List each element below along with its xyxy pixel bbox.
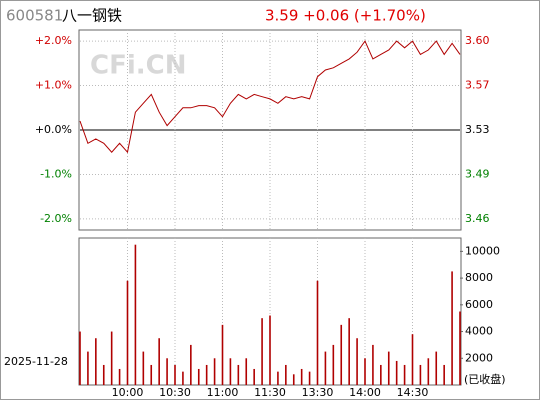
volume-bar <box>134 244 137 385</box>
volume-bar <box>277 371 279 385</box>
volume-bar <box>102 364 105 385</box>
volume-bar <box>158 338 160 385</box>
volume-bar <box>364 358 366 385</box>
volume-bar <box>451 271 453 385</box>
volume-bar <box>419 364 422 385</box>
x-tick-label: 10:30 <box>159 386 191 399</box>
volume-bar <box>174 364 176 385</box>
volume-bar <box>435 351 438 385</box>
volume-bar <box>387 351 390 385</box>
volume-bar <box>197 368 200 385</box>
volume-bar <box>292 374 295 385</box>
y2-tick-label: 3.53 <box>465 123 490 136</box>
x-tick-label: 11:00 <box>207 386 239 399</box>
volume-bar <box>213 358 216 385</box>
x-tick-label: 11:30 <box>254 386 286 399</box>
volume-bar <box>356 338 358 385</box>
price-line <box>79 40 461 154</box>
y-tick-label: +1.0% <box>35 79 72 92</box>
volume-bar <box>308 371 311 385</box>
y-tick-label: 6000 <box>465 298 493 311</box>
volume-bar <box>403 364 406 385</box>
volume-bar <box>126 280 129 385</box>
volume-bar <box>79 331 81 385</box>
y2-tick-label: 3.49 <box>465 167 490 180</box>
volume-bar <box>166 358 168 385</box>
volume-bar <box>411 334 414 385</box>
quote: 3.59 +0.06 (+1.70%) <box>265 7 426 25</box>
volume-bar <box>395 360 398 385</box>
y-tick-label: 8000 <box>465 271 493 284</box>
stock-name: 八一钢铁 <box>62 7 122 25</box>
volume-bar <box>245 358 248 385</box>
volume-bar <box>269 315 271 385</box>
volume-bar <box>190 344 192 385</box>
volume-bar <box>182 371 184 385</box>
y-tick-label: 2000 <box>465 351 493 364</box>
y2-tick-label: 3.46 <box>465 212 490 225</box>
volume-bar <box>253 368 255 385</box>
x-tick-label: 10:00 <box>112 386 144 399</box>
volume-bar <box>261 318 263 385</box>
volume-bar <box>118 368 121 385</box>
stock-code: 600581 <box>6 7 63 25</box>
x-tick-label: 14:00 <box>349 386 381 399</box>
volume-bar <box>237 364 240 385</box>
volume-bar <box>324 351 327 385</box>
x-tick-label: 13:30 <box>302 386 334 399</box>
volume-bar <box>427 358 430 385</box>
y2-tick-label: 3.57 <box>465 79 490 92</box>
y-tick-label: -1.0% <box>40 167 72 180</box>
status: (已收盘) <box>464 372 506 386</box>
y-tick-label: -2.0% <box>40 212 72 225</box>
volume-bar <box>459 311 461 385</box>
y-tick-label: +0.0% <box>35 123 72 136</box>
y2-tick-label: 3.60 <box>465 34 490 47</box>
volume-bar <box>142 351 145 385</box>
volume-bar <box>443 364 445 385</box>
volume-bar <box>110 331 113 385</box>
volume-bar <box>372 344 374 385</box>
date: 2025-11-28 <box>4 355 68 368</box>
watermark: CFi.CN <box>90 51 186 81</box>
y-tick-label: 4000 <box>465 325 493 338</box>
volume-bar <box>285 364 287 385</box>
volume-bar <box>380 364 382 385</box>
volume-bar <box>332 344 335 385</box>
volume-bar <box>340 324 343 385</box>
y-tick-label: +2.0% <box>35 34 72 47</box>
volume-bar <box>316 280 319 385</box>
x-tick-label: 14:30 <box>397 386 429 399</box>
volume-bar <box>87 351 89 385</box>
volume-bar <box>205 364 208 385</box>
volume-bar <box>348 318 350 385</box>
volume-bar <box>300 368 303 385</box>
y-tick-label: 10000 <box>465 244 500 257</box>
volume-bar <box>95 338 97 385</box>
volume-bar <box>229 358 232 385</box>
volume-bar <box>150 364 153 385</box>
volume-bar <box>221 324 224 385</box>
